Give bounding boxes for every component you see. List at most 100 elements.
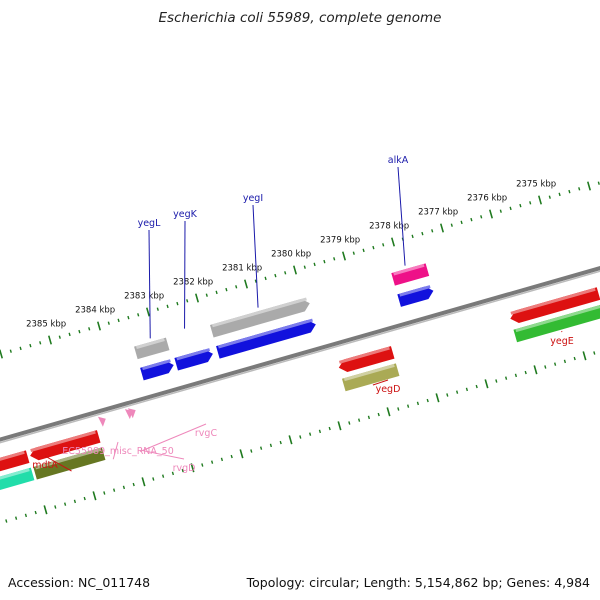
upper-axis-minor-tick bbox=[235, 285, 238, 289]
feature-yegI-cds[interactable] bbox=[216, 318, 316, 359]
lower-axis-minor-tick bbox=[308, 432, 312, 436]
upper-axis-minor-tick bbox=[303, 265, 306, 269]
upper-axis-minor-tick bbox=[411, 234, 414, 239]
accession-text: Accession: NC_011748 bbox=[8, 575, 151, 590]
upper-axis-minor-tick bbox=[117, 318, 120, 323]
lower-axis-minor-tick bbox=[122, 485, 126, 490]
feature-body bbox=[30, 430, 101, 461]
lower-axis-major-tick bbox=[92, 491, 97, 501]
feature-yegD-cds[interactable] bbox=[341, 363, 400, 392]
lower-axis-minor-tick bbox=[220, 457, 224, 462]
lower-axis-minor-tick bbox=[553, 362, 557, 366]
feature-highlight bbox=[510, 287, 596, 315]
lower-axis-minor-tick bbox=[171, 471, 175, 476]
feature-yegL[interactable] bbox=[134, 337, 170, 360]
lower-axis-minor-tick bbox=[406, 404, 410, 408]
feature-yegE-cds[interactable] bbox=[513, 305, 600, 343]
lower-axis-minor-tick bbox=[495, 379, 498, 383]
gene-label[interactable]: rvgC bbox=[195, 428, 218, 439]
lower-axis-minor-tick bbox=[269, 443, 273, 448]
feature-body bbox=[33, 447, 106, 480]
feature-tracks bbox=[0, 263, 600, 491]
gene-label[interactable]: yegK bbox=[173, 209, 197, 220]
lower-axis-minor-tick bbox=[181, 468, 184, 473]
upper-axis-minor-tick bbox=[519, 203, 522, 208]
lower-axis-minor-tick bbox=[201, 463, 204, 467]
feature-yegD[interactable] bbox=[338, 346, 395, 373]
feature-rvgD[interactable] bbox=[127, 408, 136, 419]
upper-axis-minor-tick bbox=[29, 343, 32, 348]
gene-label[interactable]: yegE bbox=[550, 336, 574, 347]
upper-axis-major-tick bbox=[194, 293, 200, 303]
feature-body bbox=[97, 416, 106, 427]
upper-axis-minor-tick bbox=[450, 223, 453, 227]
upper-axis-minor-tick bbox=[509, 206, 512, 211]
lower-axis-minor-tick bbox=[73, 499, 77, 504]
feature-body bbox=[174, 349, 213, 371]
lower-axis-minor-tick bbox=[103, 491, 106, 495]
lower-axis-minor-tick bbox=[475, 384, 478, 389]
lower-axis-minor-tick bbox=[132, 482, 135, 487]
lower-axis-minor-tick bbox=[230, 454, 233, 459]
upper-axis-minor-tick bbox=[352, 251, 355, 255]
tick-label: 2380 kbp bbox=[271, 250, 311, 260]
upper-axis-minor-tick bbox=[382, 243, 385, 247]
feature-mdtA-cds[interactable] bbox=[33, 447, 106, 480]
upper-axis-major-tick bbox=[586, 181, 592, 191]
upper-axis-minor-tick bbox=[568, 189, 571, 194]
feature-body bbox=[341, 363, 400, 392]
lower-axis-major-tick bbox=[43, 505, 48, 515]
lower-axis-minor-tick bbox=[210, 460, 214, 464]
upper-axis-minor-tick bbox=[558, 192, 561, 197]
upper-axis-minor-tick bbox=[39, 341, 42, 345]
upper-axis-minor-tick bbox=[529, 201, 532, 205]
feature-yegK[interactable] bbox=[174, 348, 213, 371]
lower-axis-minor-tick bbox=[357, 418, 361, 422]
feature-body bbox=[0, 467, 35, 491]
feature-mdtA-b[interactable] bbox=[0, 450, 30, 473]
gene-label[interactable]: alkA bbox=[388, 155, 409, 166]
feature-body bbox=[397, 286, 434, 307]
upper-axis-major-tick bbox=[537, 195, 543, 205]
gene-label[interactable]: EC55989_misc_RNA_50 bbox=[62, 446, 173, 457]
tick-label: 2382 kbp bbox=[173, 278, 213, 288]
upper-axis-minor-tick bbox=[480, 215, 483, 219]
feature-yegL-cds[interactable] bbox=[140, 359, 174, 381]
upper-axis-minor-tick bbox=[186, 299, 189, 303]
gene-label[interactable]: mdtA bbox=[32, 460, 58, 471]
gene-label[interactable]: yegI bbox=[243, 193, 263, 204]
feature-yegI[interactable] bbox=[210, 297, 310, 338]
feature-mdtA-cds-b[interactable] bbox=[0, 467, 35, 491]
gene-label[interactable]: rvgD bbox=[173, 463, 196, 474]
feature-highlight bbox=[515, 305, 600, 333]
upper-axis-minor-tick bbox=[431, 229, 434, 233]
tick-label: 2384 kbp bbox=[75, 306, 115, 316]
leader-line bbox=[252, 204, 259, 308]
feature-alkA[interactable] bbox=[391, 263, 430, 286]
lower-axis-minor-tick bbox=[563, 359, 567, 364]
feature-body bbox=[338, 346, 395, 373]
gene-label[interactable]: yegL bbox=[138, 218, 161, 229]
leader-line bbox=[397, 166, 406, 266]
lower-axis-minor-tick bbox=[259, 446, 263, 450]
tick-label: 2375 kbp bbox=[516, 180, 556, 190]
lower-axis-minor-tick bbox=[397, 407, 400, 411]
coordinate-axis: 2375 kbp 2376 kbp 2377 kbp 2378 kbp 2379 kbp… bbox=[0, 180, 600, 523]
upper-axis-minor-tick bbox=[254, 279, 257, 283]
lower-axis-minor-tick bbox=[250, 449, 253, 453]
leader-line bbox=[112, 441, 119, 460]
feature-mdtA[interactable] bbox=[30, 430, 101, 461]
upper-axis-major-tick bbox=[488, 209, 494, 219]
feature-body bbox=[0, 450, 30, 472]
feature-EC55989_misc_RNA_50[interactable] bbox=[97, 416, 106, 427]
upper-axis-major-tick bbox=[96, 321, 102, 331]
feature-yegE[interactable] bbox=[510, 287, 600, 324]
feature-highlight bbox=[338, 346, 390, 364]
upper-axis-minor-tick bbox=[225, 287, 228, 292]
feature-alkA-cds[interactable] bbox=[397, 285, 434, 307]
upper-axis-minor-tick bbox=[284, 271, 287, 275]
gene-label[interactable]: yegD bbox=[376, 384, 401, 395]
leader-line bbox=[148, 229, 151, 339]
lower-axis-minor-tick bbox=[152, 477, 155, 481]
upper-axis-major-tick bbox=[145, 307, 151, 317]
